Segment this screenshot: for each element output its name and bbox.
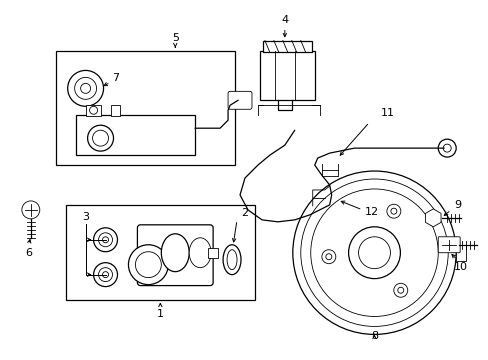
Circle shape (92, 130, 108, 146)
Circle shape (390, 208, 396, 214)
Text: 7: 7 (112, 73, 120, 84)
Ellipse shape (189, 238, 211, 268)
Circle shape (102, 237, 108, 243)
Bar (455, 245, 465, 261)
Ellipse shape (223, 245, 241, 275)
Text: 12: 12 (364, 207, 378, 217)
Bar (263, 41, 311, 53)
Text: 1: 1 (157, 310, 163, 319)
Circle shape (310, 189, 437, 316)
Circle shape (135, 252, 161, 278)
Circle shape (393, 283, 407, 297)
Circle shape (93, 263, 117, 287)
Circle shape (75, 77, 96, 99)
Ellipse shape (161, 234, 189, 272)
Circle shape (300, 179, 447, 327)
Circle shape (67, 71, 103, 106)
Bar (208, 248, 218, 258)
Circle shape (102, 272, 108, 278)
Circle shape (386, 204, 400, 218)
Bar (85, 105, 101, 116)
Bar (110, 105, 120, 116)
Circle shape (99, 268, 112, 282)
Circle shape (348, 227, 400, 279)
Text: 9: 9 (453, 200, 460, 210)
Circle shape (128, 245, 168, 285)
Circle shape (321, 250, 335, 264)
Circle shape (437, 139, 455, 157)
Text: 10: 10 (453, 262, 467, 272)
Ellipse shape (226, 250, 237, 270)
Text: 2: 2 (241, 208, 248, 218)
Circle shape (89, 106, 98, 114)
Text: 11: 11 (380, 108, 394, 118)
Text: 6: 6 (25, 248, 32, 258)
FancyBboxPatch shape (437, 237, 459, 253)
Circle shape (292, 171, 455, 334)
Text: 3: 3 (82, 212, 89, 222)
Circle shape (87, 125, 113, 151)
Circle shape (397, 287, 403, 293)
FancyBboxPatch shape (227, 91, 251, 109)
Circle shape (99, 233, 112, 247)
Circle shape (325, 254, 331, 260)
FancyBboxPatch shape (137, 225, 213, 285)
Text: 5: 5 (171, 32, 179, 42)
Circle shape (93, 228, 117, 252)
Text: 8: 8 (370, 331, 377, 341)
Bar (65, 205, 254, 300)
Text: 4: 4 (281, 15, 288, 24)
Circle shape (81, 84, 90, 93)
Bar (76, 115, 195, 155)
Circle shape (442, 144, 450, 152)
Bar (260, 50, 314, 100)
Bar (56, 50, 235, 165)
Circle shape (22, 201, 40, 219)
Circle shape (358, 237, 389, 269)
